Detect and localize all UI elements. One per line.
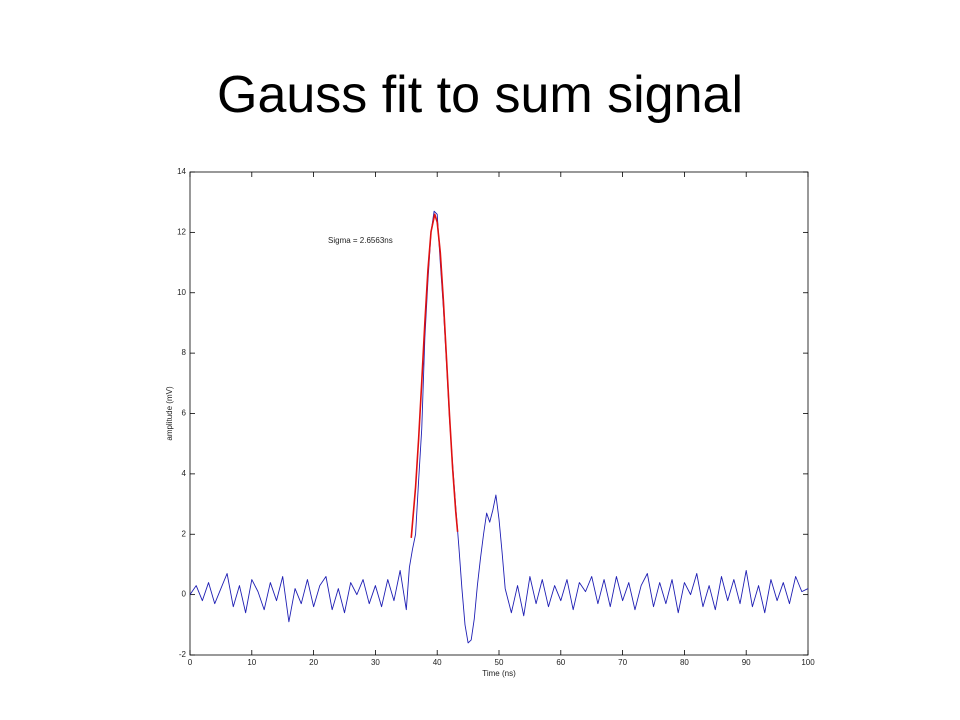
x-tick-label: 100 [801, 658, 815, 667]
x-tick-label: 80 [680, 658, 689, 667]
y-tick-label: 12 [177, 227, 186, 236]
series-line [189, 210, 809, 644]
y-tick-label: 2 [182, 529, 187, 538]
series-line [410, 213, 459, 538]
x-tick-label: 20 [309, 658, 318, 667]
x-tick-label: 40 [433, 658, 442, 667]
slide-title: Gauss fit to sum signal [217, 66, 743, 124]
x-tick-label: 70 [618, 658, 627, 667]
y-tick-label: 8 [182, 348, 187, 357]
y-tick-label: 10 [177, 288, 186, 297]
x-tick-label: 30 [371, 658, 380, 667]
x-tick-label: 0 [188, 658, 193, 667]
x-tick-label: 90 [742, 658, 751, 667]
y-tick-label: -2 [179, 650, 187, 659]
x-tick-label: 60 [556, 658, 565, 667]
y-tick-label: 4 [182, 469, 187, 478]
y-tick-label: 6 [182, 409, 187, 418]
plot-area [189, 171, 809, 656]
x-tick-label: 50 [495, 658, 504, 667]
y-tick-label: 0 [182, 590, 187, 599]
annotation: Sigma = 2.6563ns [328, 236, 393, 245]
y-tick-label: 14 [177, 167, 186, 176]
x-tick-label: 10 [247, 658, 256, 667]
y-axis-label: amplitude (mV) [165, 386, 174, 441]
x-axis-label: Time (ns) [482, 669, 516, 678]
